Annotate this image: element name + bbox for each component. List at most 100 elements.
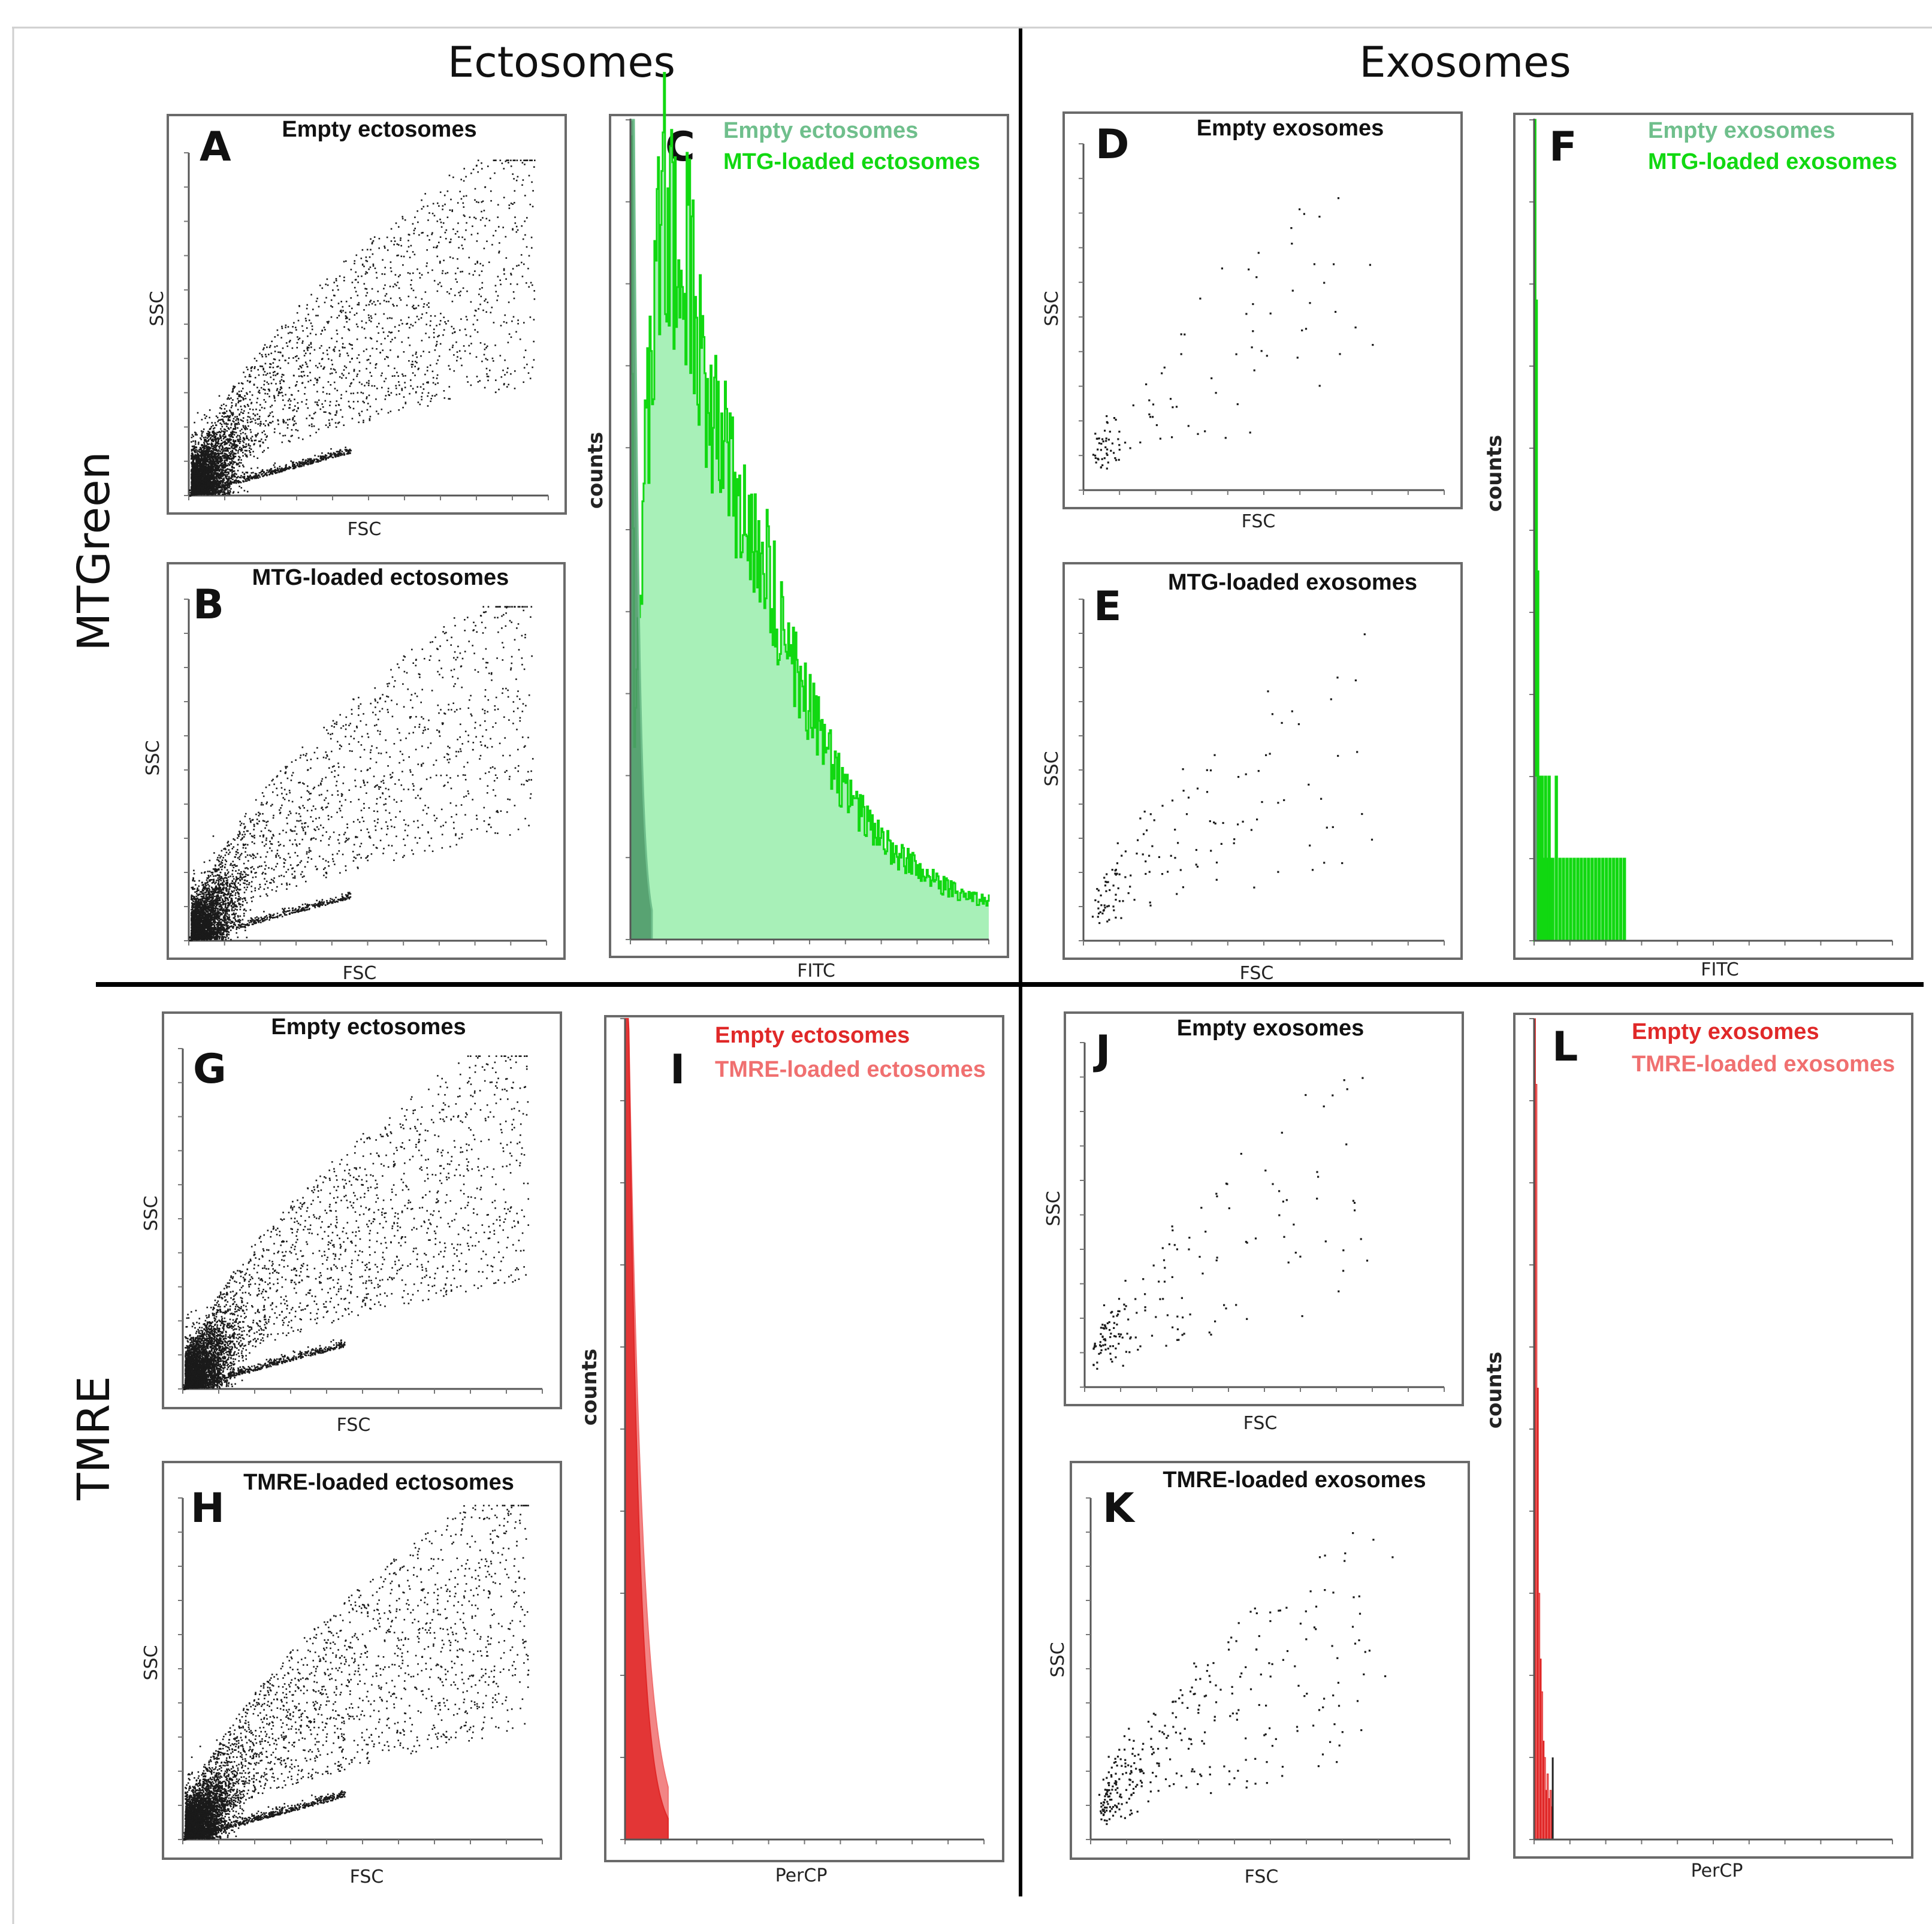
scatter-point — [227, 490, 229, 491]
scatter-point — [240, 437, 242, 439]
scatter-point — [481, 162, 482, 164]
scatter-point — [354, 370, 355, 372]
scatter-point — [316, 401, 318, 403]
scatter-point — [325, 412, 327, 413]
scatter-point — [387, 318, 389, 319]
scatter-point — [253, 456, 255, 458]
scatter-point — [294, 405, 296, 407]
scatter-point — [484, 354, 485, 356]
scatter-point — [343, 424, 345, 426]
scatter-point — [476, 357, 478, 358]
scatter-point — [310, 333, 312, 334]
scatter-point — [433, 247, 435, 249]
scatter-point — [255, 436, 257, 437]
scatter-point — [457, 231, 458, 232]
scatter-point — [273, 362, 274, 364]
scatter-point — [391, 392, 393, 394]
scatter-point — [191, 458, 192, 460]
scatter-point — [352, 348, 354, 350]
scatter-point — [239, 446, 241, 448]
scatter-point — [329, 404, 331, 406]
scatter-point — [378, 247, 380, 249]
scatter-point — [226, 425, 228, 427]
scatter-point — [393, 286, 394, 288]
scatter-point — [204, 443, 206, 445]
scatter-point — [490, 191, 492, 192]
scatter-point — [367, 409, 369, 411]
scatter-point — [306, 320, 307, 322]
scatter-point — [484, 349, 486, 351]
scatter-point — [390, 298, 392, 300]
scatter-point — [478, 294, 480, 295]
scatter-point — [358, 413, 360, 415]
scatter-point — [260, 366, 262, 367]
scatter-point — [345, 318, 347, 319]
scatter-point — [366, 398, 367, 400]
scatter-point — [307, 336, 309, 337]
scatter-point — [409, 256, 411, 258]
scatter-point — [222, 426, 224, 428]
scatter-point — [470, 385, 472, 386]
scatter-point — [375, 367, 376, 369]
scatter-point — [249, 448, 250, 449]
scatter-point — [504, 315, 506, 316]
scatter-point — [298, 358, 300, 360]
scatter-point — [242, 388, 244, 389]
scatter-point — [301, 342, 303, 344]
scatter-point — [224, 408, 226, 410]
scatter-point — [325, 454, 327, 456]
scatter-point — [394, 237, 396, 239]
scatter-point — [237, 450, 239, 452]
scatter-point — [261, 387, 262, 389]
scatter-point — [410, 324, 412, 325]
scatter-point — [457, 356, 458, 358]
scatter-point — [336, 341, 338, 343]
scatter-point — [337, 422, 339, 424]
scatter-point — [280, 367, 282, 369]
scatter-point — [361, 392, 363, 394]
scatter-point — [295, 429, 297, 431]
scatter-point — [327, 279, 328, 280]
scatter-point — [370, 249, 372, 250]
scatter-point — [257, 418, 259, 420]
scatter-point — [523, 238, 524, 240]
scatter-point — [415, 354, 417, 355]
scatter-point — [304, 375, 306, 377]
scatter-point — [534, 159, 536, 161]
scatter-point — [264, 371, 266, 373]
scatter-point — [382, 273, 384, 275]
scatter-point — [328, 347, 330, 349]
scatter-point — [431, 232, 433, 234]
scatter-point — [508, 301, 510, 303]
scatter-point — [351, 307, 353, 309]
scatter-point — [503, 273, 505, 275]
scatter-point — [224, 423, 225, 425]
scatter-point — [315, 315, 317, 316]
scatter-point — [460, 291, 461, 292]
scatter-point — [351, 269, 352, 271]
scatter-point — [367, 272, 369, 274]
scatter-point — [351, 345, 353, 346]
scatter-point — [464, 351, 466, 352]
scatter-point — [209, 443, 210, 445]
scatter-point — [484, 225, 486, 227]
scatter-point — [259, 425, 261, 427]
scatter-point — [241, 428, 243, 430]
scatter-point — [334, 346, 336, 348]
scatter-point — [402, 218, 404, 220]
scatter-point — [296, 410, 298, 412]
scatter-point — [479, 274, 481, 276]
scatter-point — [396, 285, 397, 286]
scatter-point — [233, 467, 235, 469]
scatter-point — [440, 192, 442, 194]
scatter-point — [239, 462, 240, 464]
scatter-point — [396, 394, 397, 395]
scatter-point — [277, 330, 279, 331]
scatter-point — [232, 412, 234, 414]
scatter-point — [530, 159, 532, 161]
scatter-point — [363, 402, 365, 404]
scatter-point — [326, 393, 328, 395]
scatter-point — [275, 383, 277, 385]
scatter-point — [418, 319, 420, 321]
scatter-point — [524, 234, 526, 236]
